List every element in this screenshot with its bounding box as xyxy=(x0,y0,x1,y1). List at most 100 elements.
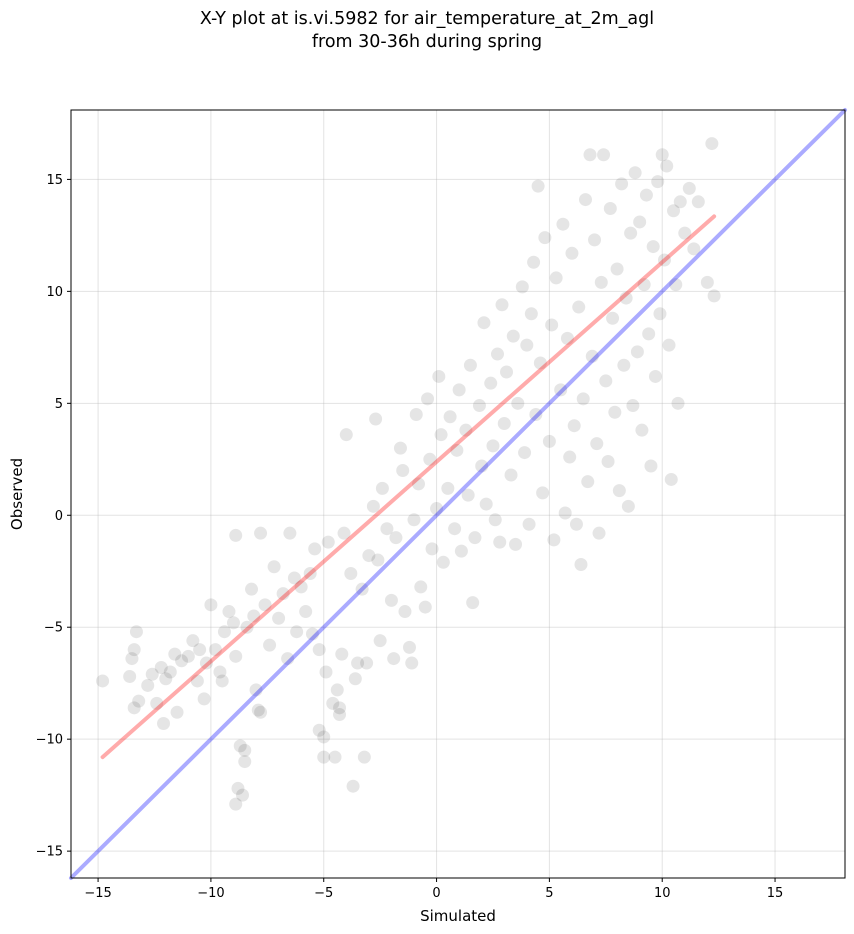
x-tick-label: 5 xyxy=(545,886,553,901)
data-point xyxy=(610,262,624,276)
data-point xyxy=(272,611,286,625)
data-point xyxy=(673,195,687,209)
y-tick-label: 5 xyxy=(55,397,63,412)
data-point xyxy=(213,665,227,679)
data-point xyxy=(170,705,184,719)
y-tick-label: 10 xyxy=(46,285,63,300)
data-point xyxy=(667,204,681,218)
data-point xyxy=(626,399,640,413)
data-point xyxy=(414,580,428,594)
data-point xyxy=(127,643,141,657)
data-point xyxy=(231,781,245,795)
data-point xyxy=(319,665,333,679)
data-point xyxy=(197,692,211,706)
data-point xyxy=(511,396,525,410)
x-tick-label: 0 xyxy=(432,886,440,901)
data-point xyxy=(369,412,383,426)
data-point xyxy=(317,750,331,764)
data-point xyxy=(150,696,164,710)
data-point xyxy=(123,669,137,683)
data-point xyxy=(554,383,568,397)
data-point xyxy=(402,640,416,654)
y-tick-label: 15 xyxy=(46,173,63,188)
data-point xyxy=(495,298,509,312)
y-tick-label: −15 xyxy=(36,845,63,860)
data-point xyxy=(337,526,351,540)
data-point xyxy=(321,535,335,549)
data-point xyxy=(655,148,669,162)
data-point xyxy=(533,356,547,370)
data-point xyxy=(538,231,552,245)
data-point xyxy=(384,593,398,607)
one-to-one-line xyxy=(69,108,847,880)
data-point xyxy=(682,181,696,195)
data-point xyxy=(556,217,570,231)
data-point xyxy=(664,472,678,486)
data-point xyxy=(229,649,243,663)
data-point xyxy=(238,755,252,769)
data-point xyxy=(366,499,380,513)
data-point xyxy=(603,202,617,216)
data-point xyxy=(436,555,450,569)
data-point xyxy=(547,533,561,547)
data-point xyxy=(355,582,369,596)
data-point xyxy=(346,779,360,793)
data-point xyxy=(441,481,455,495)
data-point xyxy=(637,278,651,292)
data-point xyxy=(671,396,685,410)
data-point xyxy=(129,625,143,639)
data-point xyxy=(251,703,265,717)
data-point xyxy=(479,497,493,511)
data-point xyxy=(240,620,254,634)
data-point xyxy=(624,226,638,240)
x-tick-label: 10 xyxy=(654,886,671,901)
data-point xyxy=(572,300,586,314)
data-point xyxy=(585,349,599,363)
data-point xyxy=(351,656,365,670)
data-point xyxy=(459,423,473,437)
data-point xyxy=(527,255,541,269)
data-point xyxy=(639,188,653,202)
data-point xyxy=(186,634,200,648)
data-point xyxy=(357,750,371,764)
data-point xyxy=(583,148,597,162)
data-point xyxy=(669,278,683,292)
y-axis-ticks: −15 −10 −5 0 5 10 15 xyxy=(36,173,71,860)
data-point xyxy=(606,311,620,325)
data-point xyxy=(542,434,556,448)
data-point xyxy=(520,338,534,352)
data-point xyxy=(700,275,714,289)
data-point xyxy=(96,674,110,688)
data-point xyxy=(208,643,222,657)
y-tick-label: 0 xyxy=(55,509,63,524)
data-point xyxy=(590,437,604,451)
data-point xyxy=(657,253,671,267)
data-point xyxy=(488,513,502,527)
chart-title: X-Y plot at is.vi.5982 for air_temperatu… xyxy=(199,9,655,29)
data-point xyxy=(263,638,277,652)
data-point xyxy=(425,542,439,556)
data-point xyxy=(132,694,146,708)
data-point xyxy=(468,531,482,545)
data-point xyxy=(597,148,611,162)
data-point xyxy=(687,242,701,256)
data-point xyxy=(229,528,243,542)
data-point xyxy=(560,331,574,345)
data-point xyxy=(328,750,342,764)
data-point xyxy=(621,499,635,513)
data-point xyxy=(344,566,358,580)
data-point xyxy=(330,683,344,697)
data-point xyxy=(574,558,588,572)
data-point xyxy=(662,338,676,352)
data-point xyxy=(287,571,301,585)
x-tick-label: −15 xyxy=(84,886,111,901)
data-point xyxy=(619,291,633,305)
data-point xyxy=(407,513,421,527)
data-point xyxy=(506,329,520,343)
data-point xyxy=(312,723,326,737)
data-point xyxy=(518,446,532,460)
x-tick-label: 15 xyxy=(767,886,784,901)
data-point xyxy=(615,177,629,191)
data-point xyxy=(601,455,615,469)
data-point xyxy=(396,463,410,477)
